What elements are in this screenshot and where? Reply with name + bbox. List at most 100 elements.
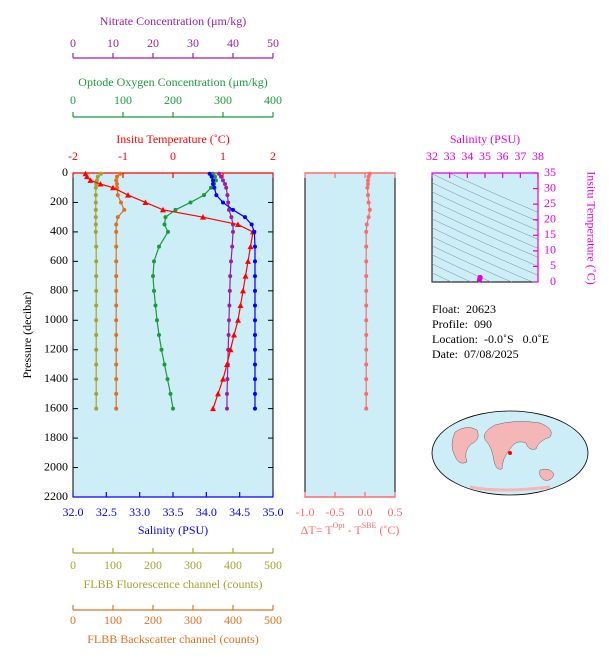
profile-point (227, 207, 231, 212)
profile-point (253, 274, 257, 279)
profile-point (209, 174, 214, 179)
profile-point (157, 333, 161, 337)
profile-point (210, 405, 216, 412)
x-tick-label: -1.0 (296, 505, 315, 519)
profile-point (114, 377, 119, 382)
map-land (484, 421, 552, 470)
profile-point (365, 185, 370, 190)
profile-point (229, 259, 233, 264)
profile-point (364, 259, 369, 264)
x-tick-label: 20 (147, 36, 159, 50)
x-tick-label: 0 (70, 613, 76, 627)
profile-point (230, 244, 235, 249)
x-tick-label: 200 (144, 613, 162, 627)
profile-point (364, 303, 369, 308)
profile-point (157, 244, 161, 249)
x-tick-label: 500 (264, 613, 282, 627)
profile-point (253, 347, 257, 352)
x-tick-label: 38 (532, 149, 544, 163)
profile-point (366, 178, 370, 183)
density-contour (432, 218, 538, 267)
profile-point (224, 185, 229, 190)
profile-point (207, 171, 212, 176)
profile-point (94, 362, 99, 367)
x-tick-label: 33 (444, 149, 456, 163)
y-tick-label: 30 (544, 180, 556, 194)
y-tick-label: 600 (50, 253, 68, 267)
profile-point (228, 274, 233, 279)
density-contour (432, 245, 513, 282)
profile-point (151, 274, 155, 279)
profile-point (366, 215, 371, 220)
y-tick-label: 0 (62, 165, 68, 179)
x-axis-title: Salinity (PSU) (450, 132, 520, 146)
profile-point (364, 347, 369, 352)
profile-point (114, 333, 119, 337)
density-contour (432, 191, 538, 240)
y-tick-label: 25 (544, 196, 556, 210)
x-axis-title-part: (˚C) (376, 523, 399, 537)
profile-point (93, 215, 98, 220)
ts-point (477, 275, 483, 281)
profile-point (227, 318, 231, 323)
float-info: Location: -0.0˚S 0.0˚E (432, 332, 549, 346)
profile-point (229, 215, 234, 220)
profile-point (188, 200, 193, 205)
profile-point (118, 171, 123, 176)
x-tick-label: 0.5 (388, 505, 403, 519)
profile-point (253, 391, 257, 396)
density-contour (432, 200, 538, 249)
profile-point (247, 243, 254, 250)
profile-point (212, 185, 217, 190)
x-tick-label: 100 (104, 558, 122, 572)
profile-point (114, 391, 119, 396)
map-land (539, 468, 555, 481)
x-tick-label: 40 (227, 36, 239, 50)
profile-point (225, 193, 230, 198)
density-contour (432, 236, 534, 282)
profile-point (211, 182, 215, 187)
profile-point (152, 259, 156, 264)
profile-point (171, 406, 175, 411)
profile-point (87, 177, 94, 183)
y-tick-label: 5 (550, 258, 556, 272)
profile-point (122, 207, 127, 212)
y-tick-label: 400 (50, 224, 68, 238)
profile-point (226, 333, 231, 337)
profile-point (173, 207, 178, 212)
x-axis-title: FLBB Backscatter channel (counts) (87, 632, 259, 646)
profile-point (364, 377, 369, 382)
profile-point (221, 200, 225, 205)
y-tick-label: 2200 (44, 489, 68, 503)
profile-point (94, 303, 99, 308)
profile-point (114, 318, 119, 323)
profile-point (253, 259, 257, 264)
x-axis-title: Nitrate Concentration (μm/kg) (100, 14, 246, 28)
profile-point (114, 274, 119, 279)
x-tick-label: 35.0 (263, 505, 284, 519)
profile-point (115, 193, 120, 198)
profile-point (114, 362, 119, 367)
x-tick-label: 0.0 (358, 505, 373, 519)
x-tick-label: 34.0 (196, 505, 217, 519)
profile-point (221, 178, 225, 183)
profile-point (231, 229, 235, 234)
profile-point (94, 391, 99, 396)
y-axis-title: Insitu Temperature (˚C) (584, 171, 598, 285)
profile-point (225, 377, 230, 382)
profile-point (231, 332, 237, 338)
profile-point (115, 174, 119, 179)
profile-point (252, 229, 257, 234)
profile-point (165, 377, 170, 382)
x-tick-label: 300 (184, 558, 202, 572)
profile-point (253, 288, 257, 293)
x-axis-title: Optode Oxygen Concentration (μm/kg) (78, 75, 267, 89)
y-tick-label: 20 (544, 211, 556, 225)
y-axis-title: Pressure (decibar) (20, 292, 34, 379)
x-axis-title-part: ΔT= T (301, 523, 334, 537)
y-tick-label: 1400 (44, 371, 68, 385)
x-axis-title-part: Opt (333, 521, 346, 530)
x-tick-label: 33.0 (129, 505, 150, 519)
profile-point (253, 244, 257, 249)
